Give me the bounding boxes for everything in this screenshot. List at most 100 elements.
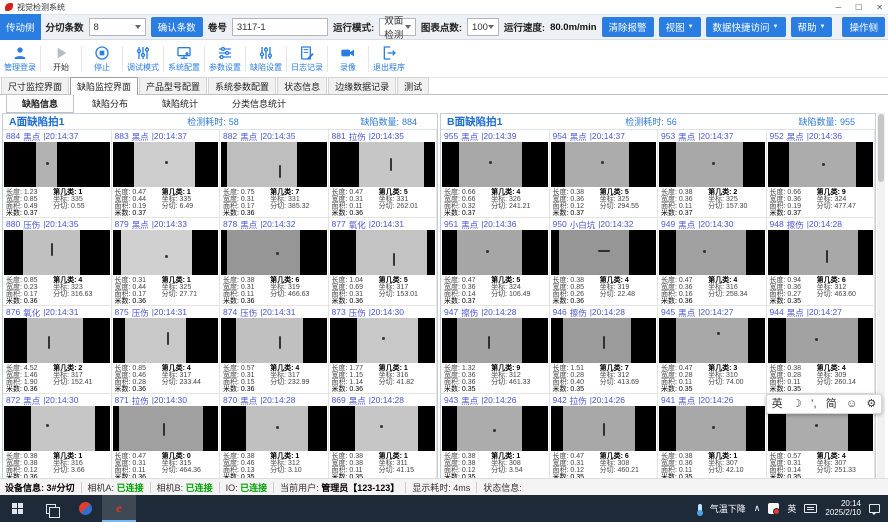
metric-slit: 分切: 477.47 <box>816 203 856 210</box>
metric-coordinate: 坐标: 317 <box>378 284 409 291</box>
defect-cell[interactable]: 950 小白坑 |20:14:32 长度: 0.38 宽度: 0.85 面积: 0.26 米… <box>549 218 658 306</box>
simplified-toggle[interactable]: 简 <box>825 397 837 410</box>
taskbar-clock[interactable]: 20:14 2025/2/10 <box>825 499 861 517</box>
defect-cell[interactable]: 882 黑点 |20:14:35 长度: 0.75 宽度: 0.31 面积: 0.17 米数… <box>220 130 329 218</box>
defect-cell[interactable]: 946 擦伤 |20:14:28 长度: 1.51 宽度: 0.28 面积: 0.40 米数… <box>549 306 658 394</box>
notification-center-icon[interactable] <box>869 504 880 515</box>
action-play-button[interactable]: 开始 <box>43 45 79 73</box>
defect-cell[interactable]: 945 黑点 |20:14:27 长度: 0.47 宽度: 0.28 面积: 0.11 米数… <box>658 306 767 394</box>
drive-side-button[interactable]: 传动侧 <box>0 14 41 40</box>
moon-icon[interactable]: ☽ <box>791 397 802 410</box>
defect-cell[interactable]: 884 黑点 |20:14:37 长度: 1.23 宽度: 0.85 面积: 0.49 米数… <box>3 130 112 218</box>
roll-number-input[interactable]: 3117-1 <box>231 18 329 36</box>
defect-cell[interactable]: 881 拉伤 |20:14:35 长度: 0.47 宽度: 0.31 面积: 0.11 米数… <box>328 130 437 218</box>
language-indicator[interactable]: 英 <box>787 504 797 514</box>
maximize-button[interactable]: ☐ <box>855 2 863 12</box>
defect-cell[interactable]: 873 压伤 |20:14:30 长度: 1.77 宽度: 1.15 面积: 1.14 米数… <box>328 306 437 394</box>
weather-text[interactable]: 气温下降 <box>709 504 746 514</box>
tray-expand-button[interactable]: ∧ <box>753 503 761 513</box>
subtab-缺陷信息[interactable]: 缺陷信息 <box>6 94 75 113</box>
defect-cell[interactable]: 879 黑点 |20:14:33 长度: 0.31 宽度: 0.44 面积: 0.17 米数… <box>111 218 220 306</box>
defect-cell[interactable]: 954 黑点 |20:14:37 长度: 0.38 宽度: 0.36 面积: 0.12 米数… <box>549 130 658 218</box>
metric-width: 宽度: 0.44 <box>114 196 147 203</box>
operator-side-button[interactable]: 操作侧 <box>842 17 885 37</box>
defect-time: |20:14:36 <box>481 219 517 229</box>
tab-状态信息[interactable]: 状态信息 <box>277 77 328 94</box>
metric-slit: 分切: 74.00 <box>708 379 744 386</box>
data-quick-access-menu-button[interactable]: 数据快捷访问 ▼ <box>705 17 786 37</box>
metric-slit: 分切: 258.34 <box>708 291 748 298</box>
defect-cell[interactable]: 944 黑点 |20:14:27 长度: 0.38 宽度: 0.28 面积: 0.11 米数… <box>766 306 875 394</box>
action-monitor-button[interactable]: 系统配置 <box>166 45 202 73</box>
metric-area: 面积: 0.40 <box>552 379 585 386</box>
defect-cell[interactable]: 952 黑点 |20:14:36 长度: 0.66 宽度: 0.36 面积: 0.19 米数… <box>766 130 875 218</box>
defect-mark <box>717 332 721 336</box>
tab-边缘数据记录[interactable]: 边缘数据记录 <box>328 77 397 94</box>
confirm-count-button[interactable]: 确认条数 <box>150 17 203 37</box>
action-exit-button[interactable]: 退出程序 <box>371 45 407 73</box>
action-stop-button[interactable]: 停止 <box>84 45 120 73</box>
gear-icon[interactable]: ⚙ <box>866 397 877 410</box>
view-menu-button[interactable]: 视图 ▼ <box>658 17 701 37</box>
ime-language-toggle[interactable]: 英 <box>771 397 783 410</box>
subtab-分类信息统计[interactable]: 分类信息统计 <box>232 99 287 109</box>
emoji-icon[interactable]: ☺ <box>846 397 858 410</box>
tab-测试[interactable]: 测试 <box>397 77 430 94</box>
tab-产品型号配置[interactable]: 产品型号配置 <box>139 77 208 94</box>
defect-cell[interactable]: 949 黑点 |20:14:30 长度: 0.47 宽度: 0.36 面积: 0.16 米数… <box>658 218 767 306</box>
help-menu-button[interactable]: 帮助 ▼ <box>790 17 833 37</box>
defect-image <box>767 318 873 363</box>
taskbar-app-vision[interactable]: e <box>102 495 136 522</box>
action-slidersh-button[interactable]: 参数设置 <box>207 45 243 73</box>
defect-cell[interactable]: 955 黑点 |20:14:39 长度: 0.66 宽度: 0.66 面积: 0.32 米数… <box>441 130 550 218</box>
tab-缺陷监控界面[interactable]: 缺陷监控界面 <box>70 77 139 95</box>
clear-alarm-button[interactable]: 清除报警 <box>601 17 654 37</box>
punctuation-toggle[interactable]: ’, <box>811 397 817 410</box>
tab-尺寸监控界面[interactable]: 尺寸监控界面 <box>1 77 70 94</box>
defect-cell[interactable]: 874 压伤 |20:14:31 长度: 0.57 宽度: 0.31 面积: 0.15 米数… <box>220 306 329 394</box>
metric-meters: 米数: 0.36 <box>6 474 53 481</box>
task-view-button[interactable] <box>34 495 68 522</box>
chart-points-select[interactable]: 100 <box>467 18 499 36</box>
metric-length: 长度: 0.66 <box>769 189 802 196</box>
subtab-缺陷分布[interactable]: 缺陷分布 <box>92 99 129 109</box>
start-button[interactable] <box>0 495 34 522</box>
defect-cell[interactable]: 951 黑点 |20:14:36 长度: 0.47 宽度: 0.36 面积: 0.14 米数… <box>441 218 550 306</box>
tab-系统参数配置[interactable]: 系统参数配置 <box>208 77 277 94</box>
ime-tray-icon[interactable] <box>768 503 781 515</box>
action-user-button[interactable]: 管理登录 <box>2 45 38 73</box>
minimize-button[interactable]: ─ <box>835 2 842 12</box>
defect-cell[interactable]: 876 氧化 |20:14:31 长度: 4.52 宽度: 1.46 面积: 1.90 米数… <box>3 306 112 394</box>
defect-cell[interactable]: 878 黑点 |20:14:32 长度: 0.38 宽度: 0.31 面积: 0.11 米数… <box>220 218 329 306</box>
defect-cell[interactable]: 883 黑点 |20:14:37 长度: 0.47 宽度: 0.44 面积: 0.19 米数… <box>111 130 220 218</box>
run-mode-select[interactable]: 双面检测 <box>379 16 416 41</box>
slit-count-select[interactable]: 8 <box>88 18 146 36</box>
defect-cell[interactable]: 948 擦伤 |20:14:28 长度: 0.94 宽度: 0.36 面积: 0.27 米数… <box>766 218 875 306</box>
defect-cell[interactable]: 880 压伤 |20:14:35 长度: 0.85 宽度: 0.23 面积: 0.17 米数… <box>3 218 112 306</box>
defect-cell[interactable]: 877 氧化 |20:14:31 长度: 1.04 宽度: 0.69 面积: 0.31 米数… <box>328 218 437 306</box>
taskbar-app-swirl[interactable] <box>68 495 102 522</box>
thermometer-icon[interactable] <box>696 503 703 516</box>
action-log-button[interactable]: 日志记录 <box>289 45 325 73</box>
metric-coordinate: 坐标: 311 <box>378 460 408 467</box>
keyboard-icon[interactable] <box>804 504 818 513</box>
close-button[interactable]: ✕ <box>876 2 883 12</box>
defect-cell[interactable]: 875 压伤 |20:14:31 长度: 0.85 宽度: 0.46 面积: 0.28 米数… <box>111 306 220 394</box>
action-camera-button[interactable]: 录像 <box>330 45 366 73</box>
defect-cell[interactable]: 953 黑点 |20:14:37 长度: 0.38 宽度: 0.36 面积: 0.11 米数… <box>658 130 767 218</box>
window-title: 视觉检测系统 <box>17 2 65 12</box>
action-slidersv2-button[interactable]: 缺陷设置 <box>248 45 284 73</box>
scrollbar-thumb[interactable] <box>878 114 884 182</box>
defect-cell[interactable]: 947 擦伤 |20:14:28 长度: 1.32 宽度: 0.36 面积: 0.36 米数… <box>441 306 550 394</box>
scrollbar[interactable] <box>877 113 885 478</box>
defect-type: 压伤 <box>23 220 41 230</box>
action-slidersv-button[interactable]: 调试模式 <box>125 45 161 73</box>
subtab-缺陷统计[interactable]: 缺陷统计 <box>162 99 199 109</box>
